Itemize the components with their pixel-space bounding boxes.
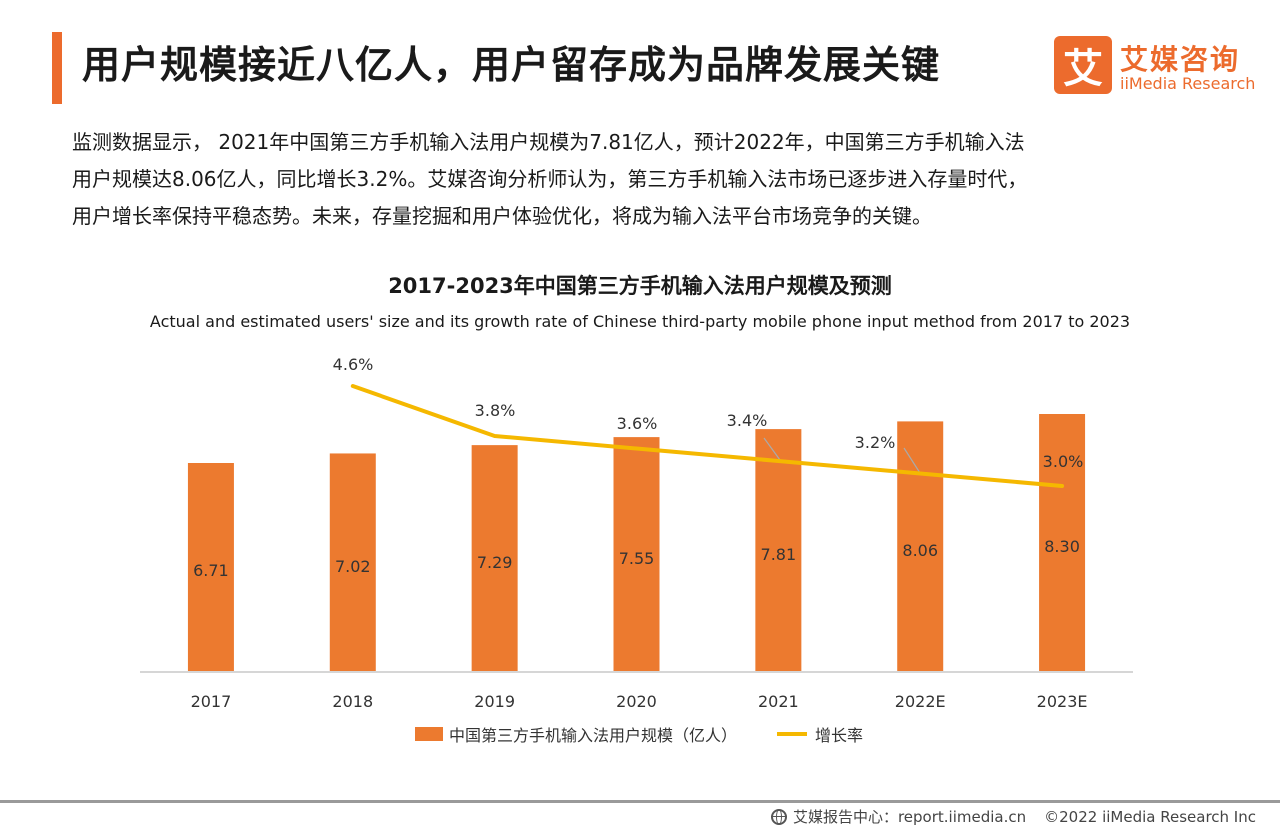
globe-icon: [770, 808, 787, 825]
summary-line-3: 用户增长率保持平稳态势。未来，存量挖掘和用户体验优化，将成为输入法平台市场竞争的…: [72, 204, 932, 228]
chart-subtitle: Actual and estimated users' size and its…: [149, 312, 1131, 331]
bar-2019: [471, 445, 518, 671]
x-tick-label-2022E: 2022E: [895, 692, 946, 711]
x-tick-label-2018: 2018: [332, 692, 373, 711]
bar-value-label-2018: 7.02: [335, 557, 371, 576]
title-accent-bar: [52, 32, 62, 104]
bar-2018: [329, 453, 376, 671]
footer-divider: [0, 800, 1280, 803]
growth-label-2021: 3.4%: [727, 411, 768, 430]
bar-2017: [187, 463, 234, 671]
summary-paragraph: 监测数据显示， 2021年中国第三方手机输入法用户规模为7.81亿人，预计202…: [72, 124, 1222, 235]
bar-value-label-2017: 6.71: [193, 561, 229, 580]
footer: 艾媒报告中心：report.iimedia.cn ©2022 iiMedia R…: [770, 806, 1256, 827]
bar-2021: [755, 429, 802, 671]
bar-value-label-2022E: 8.06: [902, 541, 938, 560]
growth-leader-2021: [763, 437, 781, 461]
growth-label-2022E: 3.2%: [855, 433, 896, 452]
bar-value-label-2020: 7.55: [619, 549, 655, 568]
x-tick-label-2019: 2019: [474, 692, 515, 711]
growth-label-2020: 3.6%: [617, 414, 658, 433]
legend-line-swatch: [777, 732, 808, 736]
footer-copyright: ©2022 iiMedia Research Inc: [1044, 807, 1256, 826]
bar-value-label-2023E: 8.30: [1044, 537, 1080, 556]
bar-value-label-2021: 7.81: [761, 545, 797, 564]
bar-2022E: [897, 421, 944, 671]
x-tick-label-2017: 2017: [191, 692, 232, 711]
summary-line-1: 监测数据显示， 2021年中国第三方手机输入法用户规模为7.81亿人，预计202…: [72, 130, 1025, 154]
summary-line-2: 用户规模达8.06亿人，同比增长3.2%。艾媒咨询分析师认为，第三方手机输入法市…: [72, 167, 1028, 191]
legend-bar-swatch: [415, 727, 443, 741]
chart-title: 2017-2023年中国第三方手机输入法用户规模及预测: [388, 274, 892, 298]
legend-line-label: 增长率: [815, 726, 864, 745]
bar-value-label-2019: 7.29: [477, 553, 513, 572]
bar-2020: [613, 437, 660, 671]
growth-leader-2022E: [903, 447, 921, 474]
chart-legend: 中国第三方手机输入法用户规模（亿人） 增长率: [415, 722, 863, 746]
growth-label-2018: 4.6%: [333, 355, 374, 374]
legend-bar-label: 中国第三方手机输入法用户规模（亿人）: [449, 726, 738, 745]
logo-mark-icon: 艾: [1054, 36, 1112, 94]
logo-name-cn: 艾媒咨询: [1120, 43, 1241, 76]
growth-label-2019: 3.8%: [475, 401, 516, 420]
x-tick-label-2023E: 2023E: [1037, 692, 1088, 711]
footer-source: 艾媒报告中心：report.iimedia.cn: [792, 808, 1027, 826]
brand-logo: 艾 艾媒咨询 iiMedia Research: [1054, 36, 1264, 96]
x-tick-label-2021: 2021: [758, 692, 799, 711]
growth-rate-line: [350, 384, 1065, 488]
logo-name-en: iiMedia Research: [1120, 74, 1256, 93]
x-tick-label-2020: 2020: [616, 692, 657, 711]
page-title: 用户规模接近八亿人，用户留存成为品牌发展关键: [82, 43, 941, 87]
bar-2023E: [1039, 414, 1086, 671]
growth-label-2023E: 3.0%: [1043, 452, 1084, 471]
